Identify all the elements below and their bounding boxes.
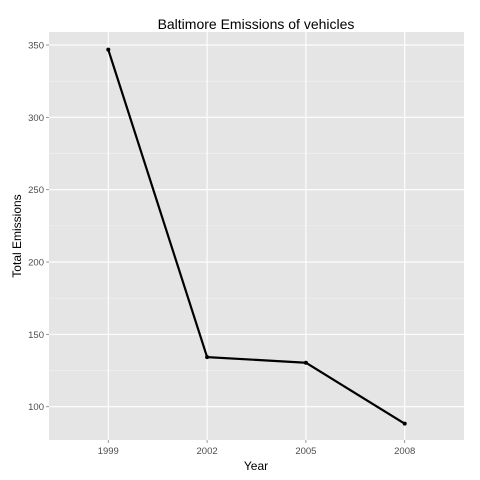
data-point: [303, 360, 308, 365]
x-tick-label: 2008: [394, 446, 415, 457]
data-point: [205, 355, 210, 360]
y-axis: 100 150 200 250 300 350: [28, 41, 49, 413]
y-tick-label: 250: [28, 185, 44, 196]
y-tick-label: 100: [28, 402, 44, 413]
x-axis: 1999 2002 2005 2008: [98, 440, 415, 457]
series-line: [107, 49, 406, 425]
series-layer: [106, 47, 407, 426]
plot-panel: [49, 32, 464, 440]
y-tick-label: 300: [28, 113, 44, 124]
data-point: [402, 421, 407, 426]
y-tick-label: 150: [28, 330, 44, 341]
data-point: [106, 47, 111, 52]
y-tick-label: 350: [28, 41, 44, 52]
x-tick-label: 1999: [98, 446, 119, 457]
x-tick-label: 2002: [197, 446, 218, 457]
y-axis-title: Total Emissions: [10, 194, 24, 277]
x-tick-label: 2005: [295, 446, 316, 457]
x-axis-title: Year: [244, 459, 268, 473]
chart-title: Baltimore Emissions of vehicles: [158, 16, 355, 32]
major-gridlines: [49, 32, 464, 440]
y-tick-label: 200: [28, 258, 44, 269]
